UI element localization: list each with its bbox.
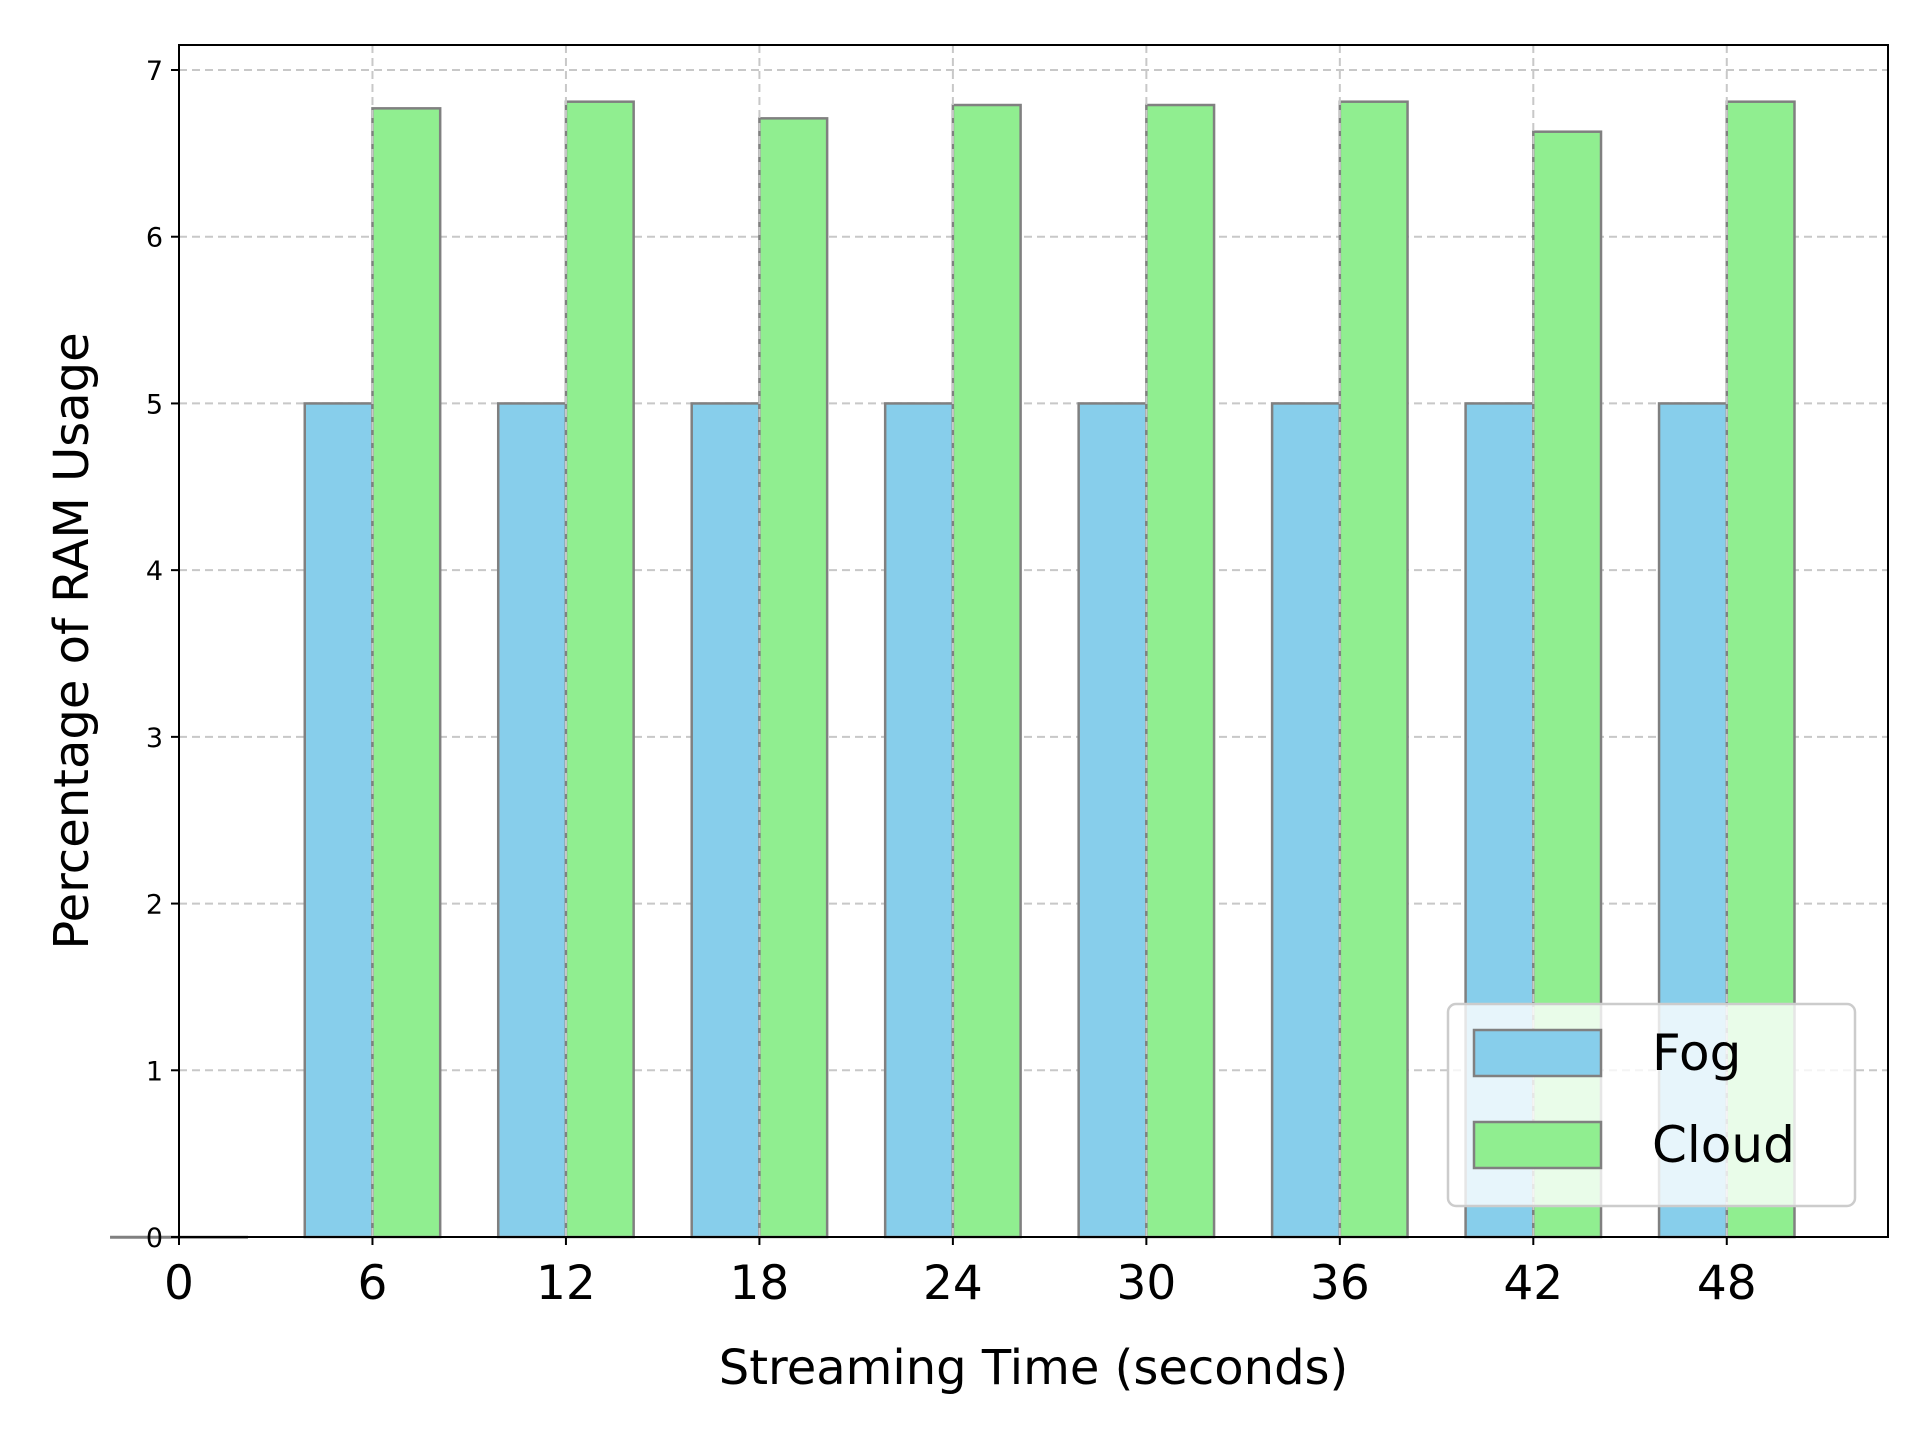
- y-axis-label: Percentage of RAM Usage: [44, 332, 100, 949]
- cloud-bar: [564, 100, 635, 1239]
- fog-bar: [1077, 402, 1148, 1239]
- legend-label-cloud: Cloud: [1652, 1116, 1795, 1174]
- fog-bar: [1270, 402, 1342, 1239]
- fog-bar: [690, 402, 761, 1239]
- legend: Fog Cloud: [1446, 1002, 1857, 1208]
- x-axis-label: Streaming Time (seconds): [719, 1340, 1349, 1396]
- y-tick-label: 2: [146, 890, 163, 921]
- y-tick-label: 3: [146, 723, 163, 754]
- legend-swatch-cloud: [1472, 1120, 1603, 1170]
- y-tick-label: 0: [146, 1223, 163, 1254]
- x-tick-label: 18: [730, 1256, 790, 1311]
- cloud-bar: [1145, 103, 1216, 1239]
- cloud-bar: [758, 117, 829, 1239]
- fog-bar: [883, 402, 955, 1239]
- plot-frame: [178, 44, 1889, 1238]
- cloud-bar: [1338, 100, 1409, 1239]
- fog-bar: [496, 402, 568, 1239]
- x-tick-label: 42: [1503, 1256, 1563, 1311]
- y-tick-label: 5: [146, 389, 163, 420]
- x-tick-label: 6: [358, 1256, 388, 1311]
- legend-swatch-fog: [1472, 1028, 1603, 1078]
- x-tick-label: 36: [1310, 1256, 1370, 1311]
- y-tick-label: 6: [146, 223, 163, 254]
- bars: [110, 100, 1796, 1239]
- y-tick-label: 7: [146, 56, 163, 87]
- x-tick-label: 0: [164, 1256, 194, 1311]
- cloud-bar: [951, 103, 1022, 1239]
- y-tick-label: 1: [146, 1056, 163, 1087]
- cloud-bar: [371, 107, 442, 1239]
- legend-label-fog: Fog: [1652, 1024, 1741, 1082]
- x-tick-label: 24: [923, 1256, 983, 1311]
- x-tick-label: 30: [1116, 1256, 1176, 1311]
- fog-bar: [303, 402, 374, 1239]
- y-tick-label: 4: [146, 556, 163, 587]
- x-tick-label: 12: [536, 1256, 596, 1311]
- x-tick-label: 48: [1697, 1256, 1757, 1311]
